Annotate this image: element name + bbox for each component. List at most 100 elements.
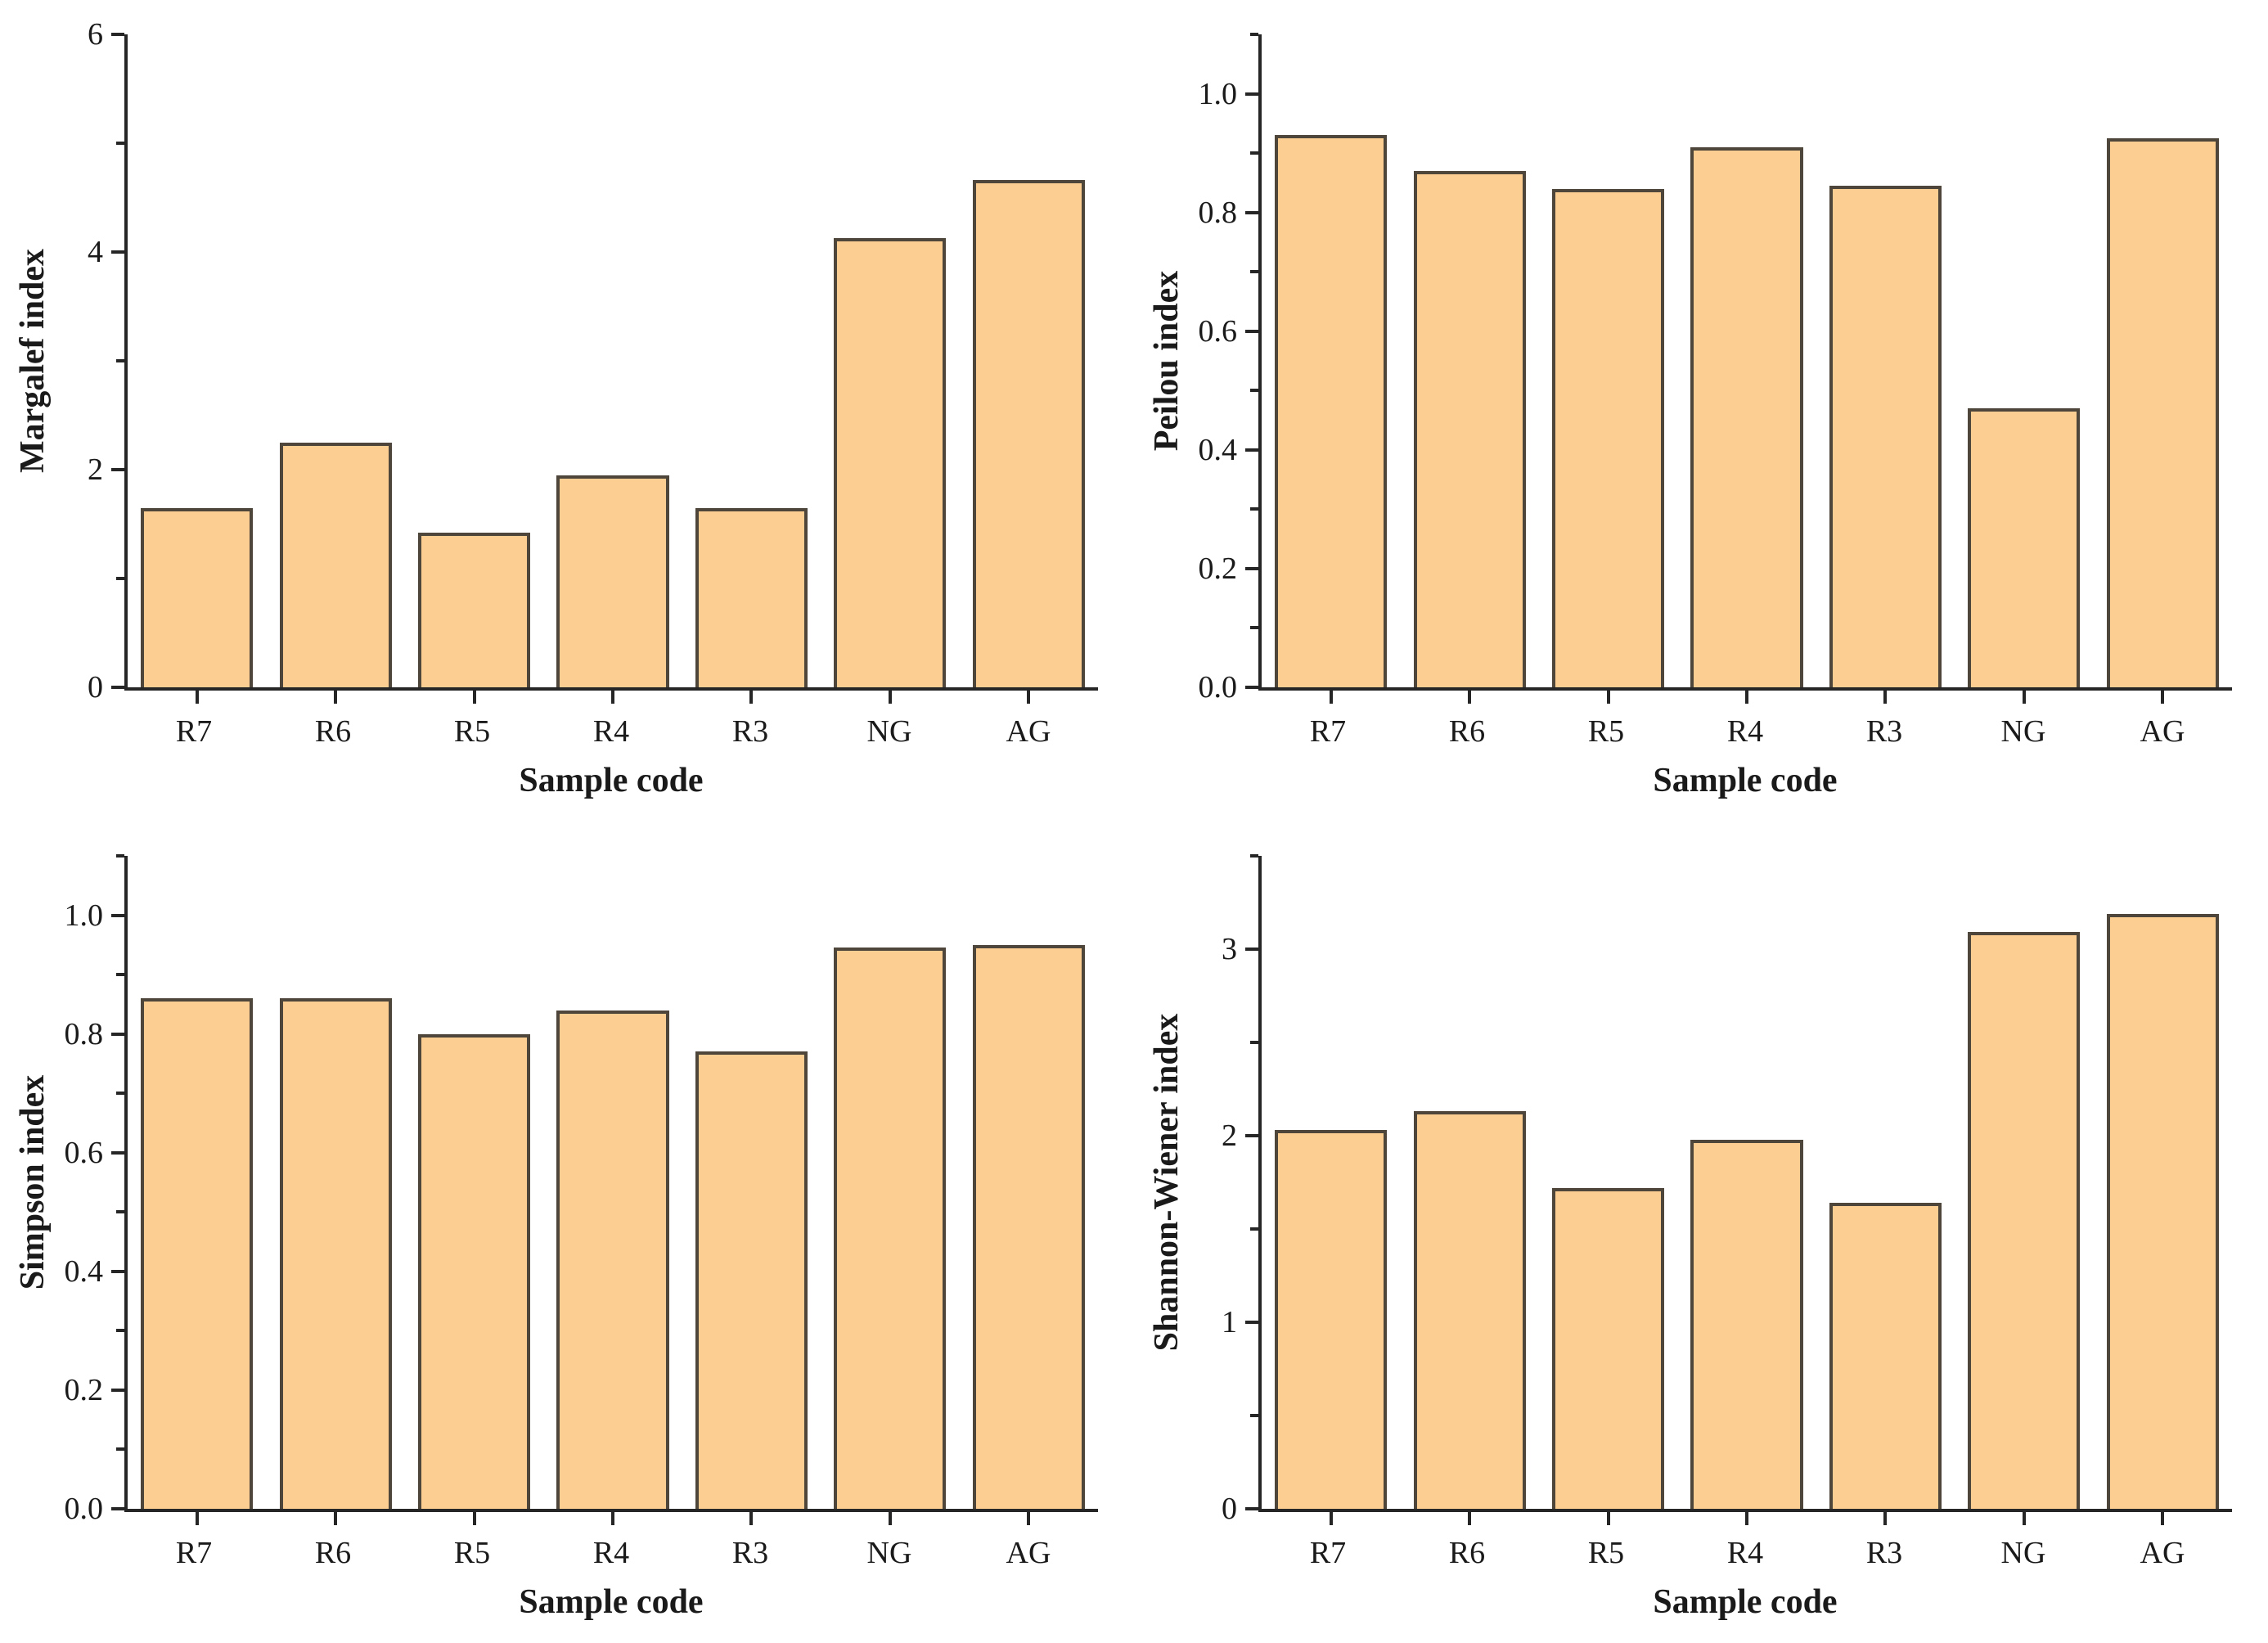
- y-axis-tick-label: 0.0: [1198, 670, 1238, 704]
- y-axis-tick-label: 2: [88, 452, 103, 488]
- x-tick-label-r5: R5: [453, 714, 491, 749]
- x-axis-title: Sample code: [1653, 1583, 1838, 1621]
- x-axis-ticks: [128, 691, 1098, 704]
- y-axis-minor-tick: [1250, 151, 1258, 155]
- y-axis-major-tick: [111, 1150, 124, 1155]
- y-axis-major-tick: [111, 1269, 124, 1273]
- y-axis-tick-label: 0.6: [1198, 313, 1238, 349]
- bar-r4: [1690, 1139, 1803, 1509]
- y-axis-minor-tick: [116, 854, 124, 858]
- bar-r3: [695, 507, 808, 687]
- x-tick-label-r6: R6: [1448, 1536, 1486, 1570]
- category-slot-r7: [128, 34, 266, 687]
- y-axis-major-tick: [1245, 448, 1258, 452]
- x-axis-tick-labels: R7 R6 R5 R4 R3 NG AG: [124, 713, 1098, 749]
- x-tick-label-ag: AG: [2140, 1536, 2185, 1570]
- category-slot-ng: [1955, 856, 2093, 1509]
- x-axis-title: Sample code: [1653, 762, 1838, 799]
- x-tick-label-ag: AG: [1006, 1536, 1051, 1570]
- x-tick-label-r5: R5: [453, 1536, 491, 1570]
- y-axis-major-tick: [111, 1507, 124, 1510]
- category-slot-ng: [821, 34, 959, 687]
- category-slot-ag: [960, 34, 1098, 687]
- x-axis-tick: [2161, 1512, 2165, 1525]
- x-axis-tick: [749, 1512, 754, 1525]
- category-slot-r6: [266, 34, 404, 687]
- category-slot-r5: [405, 34, 543, 687]
- x-axis-tick: [1744, 1512, 1748, 1525]
- chart-margalef-index: Margalef index 0 2 4 6 R7 R6 R5 R4 R3 NG AG Sample c…: [0, 0, 1134, 822]
- category-slot-r5: [405, 856, 543, 1509]
- x-axis-tick: [1606, 1512, 1610, 1525]
- y-axis-major-tick: [111, 1388, 124, 1392]
- y-axis-major-tick: [1245, 329, 1258, 333]
- y-axis-minor-tick: [1250, 33, 1258, 36]
- y-axis-major-tick: [1245, 1134, 1258, 1138]
- y-axis-major-tick: [111, 913, 124, 917]
- x-axis-title: Sample code: [519, 762, 704, 799]
- y-axis-minor-tick: [1250, 1414, 1258, 1418]
- x-axis-tick: [1744, 691, 1748, 704]
- y-axis-major-tick: [1245, 1507, 1258, 1510]
- y-axis-tick-label: 1.0: [1198, 76, 1238, 111]
- bar-r4: [556, 1010, 669, 1509]
- x-axis-tick: [472, 1512, 476, 1525]
- y-axis-tick-label: 0.4: [1198, 432, 1238, 467]
- bar-r5: [417, 533, 531, 687]
- bar-r3: [695, 1051, 808, 1509]
- bar-r5: [417, 1033, 531, 1509]
- y-axis-tick-label: 0.8: [1198, 195, 1238, 230]
- x-tick-label-ng: NG: [2000, 714, 2046, 749]
- plot-area: 0 1 2 3: [1222, 854, 2232, 1525]
- bar-series: [1262, 856, 2232, 1509]
- plot-area: 0 2 4 6: [88, 19, 1098, 704]
- chart-peilou-index: Peilou index 0.0 0.2 0.4 0.6 0.8 1.0 R7 R6 R5 R4 R3…: [1134, 0, 2268, 822]
- plot-area: 0.0 0.2 0.4 0.6 0.8 1.0: [1199, 33, 2232, 704]
- x-axis-tick-labels: R7 R6 R5 R4 R3 NG AG: [124, 1535, 1098, 1571]
- y-axis-minor-tick: [116, 1329, 124, 1333]
- plot-area: 0.0 0.2 0.4 0.6 0.8 1.0: [65, 854, 1098, 1525]
- y-axis-tick-label: 0: [1222, 1492, 1237, 1526]
- x-tick-label-r4: R4: [1726, 714, 1764, 749]
- bar-ng: [834, 948, 947, 1509]
- x-tick-label-ag: AG: [2140, 714, 2185, 749]
- category-slot-r4: [543, 856, 682, 1509]
- bar-ag: [972, 180, 1085, 687]
- x-axis-tick: [1329, 691, 1333, 704]
- category-slot-r4: [1677, 34, 1816, 687]
- x-tick-label-r3: R3: [1865, 1536, 1903, 1570]
- category-slot-r7: [1262, 34, 1400, 687]
- y-axis-tick-label: 3: [1222, 932, 1237, 966]
- bar-r3: [1829, 1203, 1942, 1509]
- x-axis-title: Sample code: [519, 1583, 704, 1621]
- x-tick-label-r7: R7: [1309, 714, 1347, 749]
- y-axis-major-tick: [1245, 92, 1258, 96]
- x-axis-tick: [1468, 1512, 1472, 1525]
- x-axis-tick-labels: R7 R6 R5 R4 R3 NG AG: [1258, 713, 2232, 749]
- y-axis-tick-label: 2: [1222, 1119, 1237, 1153]
- category-slot-r3: [1816, 34, 1955, 687]
- bar-r7: [1275, 135, 1388, 687]
- y-axis-major-tick: [111, 1032, 124, 1036]
- category-slot-r3: [1816, 856, 1955, 1509]
- x-tick-label-r6: R6: [314, 1536, 352, 1570]
- category-slot-r5: [1539, 34, 1677, 687]
- y-axis-major-tick: [1245, 210, 1258, 214]
- category-slot-ng: [1955, 34, 2093, 687]
- x-axis-ticks: [128, 1512, 1098, 1525]
- x-axis-tick: [334, 1512, 338, 1525]
- x-axis-tick: [195, 691, 199, 704]
- x-axis-ticks: [1262, 691, 2232, 704]
- x-axis-tick: [1329, 1512, 1333, 1525]
- y-axis-minor-tick: [116, 577, 124, 581]
- y-axis-minor-tick: [1250, 854, 1258, 858]
- x-axis-tick: [610, 1512, 614, 1525]
- bar-ag: [972, 944, 1085, 1509]
- bar-r5: [1551, 1187, 1665, 1509]
- x-axis-tick: [472, 691, 476, 704]
- category-slot-r3: [682, 34, 821, 687]
- x-tick-label-ng: NG: [2000, 1536, 2046, 1570]
- bar-series: [128, 856, 1098, 1509]
- category-slot-r3: [682, 856, 821, 1509]
